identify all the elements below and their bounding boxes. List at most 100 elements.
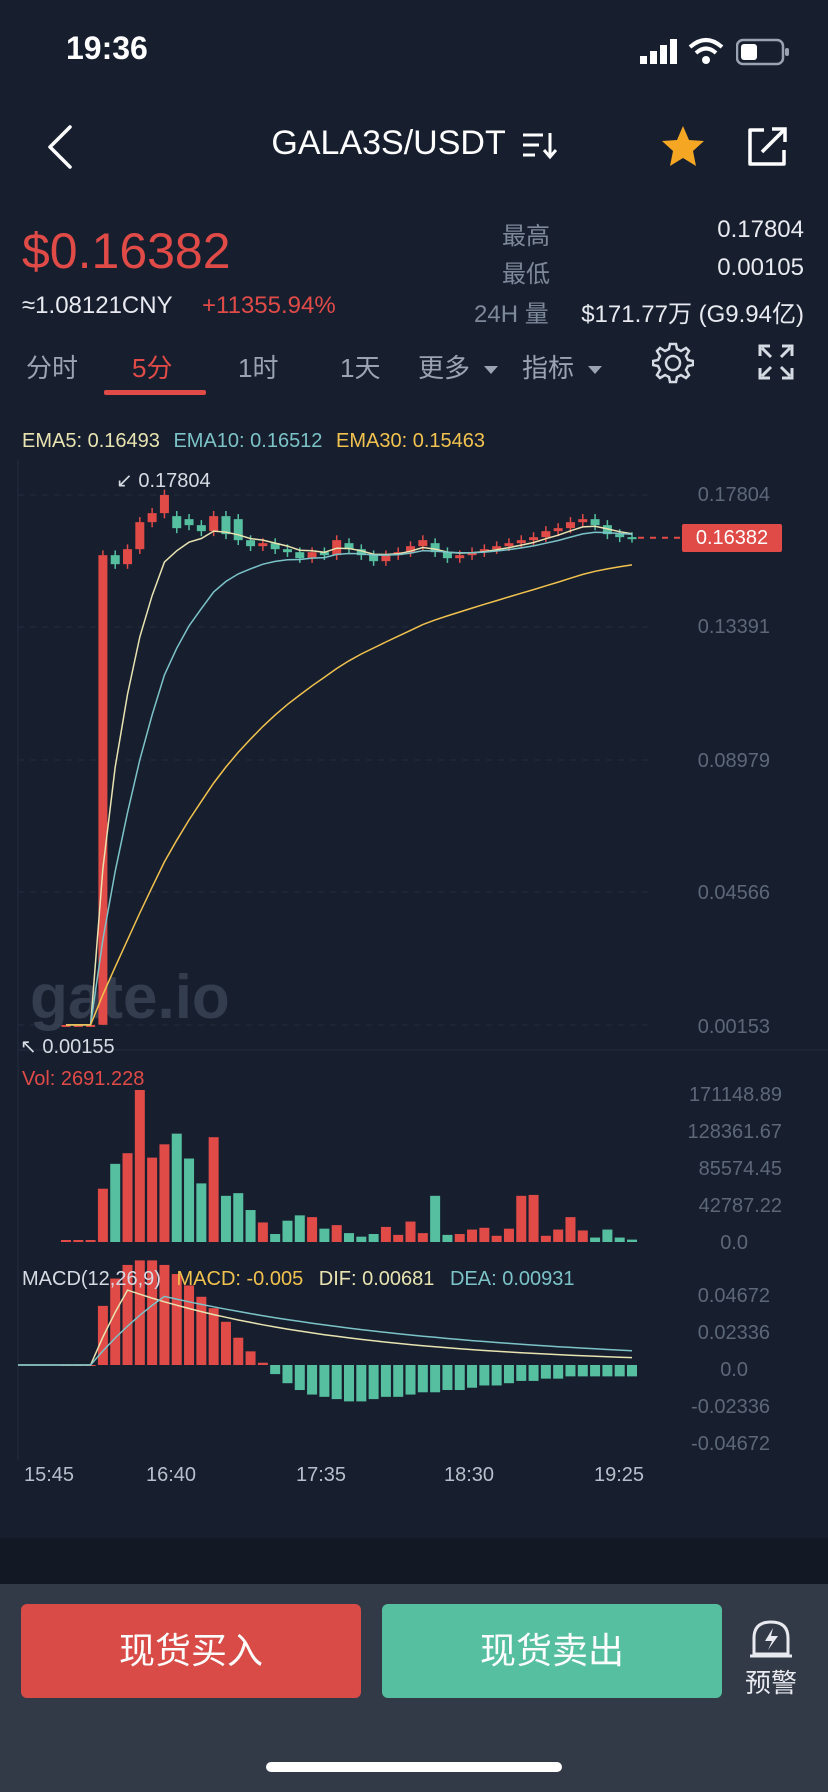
candle (184, 519, 194, 526)
arrow-down-left-icon: ↙ (116, 470, 133, 492)
macd-bar (516, 1365, 527, 1381)
volume-bar (184, 1158, 195, 1242)
volume-bar (319, 1228, 330, 1242)
tab-more[interactable]: 更多 (418, 348, 499, 385)
ema30-value: EMA30: 0.15463 (336, 430, 485, 452)
spot-buy-button[interactable]: 现货买入 (21, 1604, 361, 1698)
stat-high-value: 0.17804 (717, 216, 804, 243)
macd-bar (368, 1365, 379, 1400)
candle (319, 552, 329, 556)
low-marker-value: 0.00155 (42, 1036, 115, 1058)
y-tick-main: 0.13391 (697, 616, 770, 638)
fullscreen-button[interactable] (758, 344, 794, 385)
arrow-up-left-icon: ↖ (20, 1036, 37, 1058)
candle (418, 540, 428, 547)
macd-bar (442, 1365, 453, 1391)
tab-indicators-label: 指标 (522, 353, 575, 383)
volume-bar (245, 1210, 256, 1242)
sort-switch-icon (522, 133, 557, 160)
stat-low-label: 最低 (502, 261, 550, 288)
volume-bar (454, 1234, 465, 1242)
macd-bar (479, 1365, 490, 1386)
candle (246, 540, 256, 547)
volume-bar (479, 1227, 490, 1242)
volume-bar (331, 1225, 342, 1242)
share-button[interactable] (744, 124, 790, 173)
candle (147, 513, 157, 523)
ema30-line (66, 564, 633, 1026)
volume-bar (380, 1226, 391, 1242)
macd-bar (110, 1278, 121, 1365)
macd-bar (614, 1365, 625, 1377)
macd-bar (553, 1365, 564, 1379)
pair-label: GALA3S/USDT (271, 124, 506, 162)
candle (98, 555, 108, 1025)
chart-settings-button[interactable] (651, 342, 695, 389)
current-price-tag: 0.16382 (682, 524, 782, 552)
macd-bar (380, 1365, 391, 1397)
y-tick-volume: 128361.67 (687, 1121, 782, 1143)
ema5-line (66, 525, 633, 1026)
macd-bar (282, 1365, 293, 1384)
pair-title[interactable]: GALA3S/USDT (0, 124, 828, 163)
dif-line (18, 1289, 633, 1366)
candle (430, 543, 440, 553)
expand-icon (758, 344, 794, 380)
macd-bar (220, 1321, 231, 1365)
tab-time-share[interactable]: 分时 (26, 353, 79, 383)
x-tick: 16:40 (146, 1464, 197, 1486)
volume-bar (282, 1220, 293, 1242)
volume-bar (73, 1240, 84, 1242)
battery-icon (735, 38, 790, 71)
candle (282, 549, 292, 553)
y-tick-volume: 42787.22 (698, 1195, 782, 1217)
volume-bar (307, 1217, 318, 1242)
volume-bar (516, 1195, 527, 1242)
volume-bar (294, 1215, 305, 1242)
volume-bar (257, 1222, 268, 1242)
price-alert-button[interactable] (748, 1616, 794, 1665)
candle (73, 1024, 83, 1027)
share-icon (748, 127, 787, 166)
caret-down-icon (588, 366, 603, 375)
y-tick-macd: 0.0 (720, 1359, 748, 1381)
candle (467, 552, 477, 556)
active-tab-indicator (104, 390, 206, 395)
volume-bar (503, 1228, 514, 1242)
volume-bar (442, 1234, 453, 1242)
candle (196, 525, 206, 532)
tab-5min[interactable]: 5分 (132, 353, 173, 383)
spot-sell-button[interactable]: 现货卖出 (382, 1604, 722, 1698)
ema5-value: EMA5: 0.16493 (22, 430, 160, 452)
candle (381, 555, 391, 562)
tab-indicators[interactable]: 指标 (522, 348, 603, 385)
candle (369, 555, 379, 562)
candle (492, 546, 502, 550)
tab-1day[interactable]: 1天 (340, 353, 381, 383)
price-change-percent: +11355.94% (202, 292, 336, 319)
macd-bar (540, 1365, 551, 1379)
macd-bar (331, 1365, 342, 1400)
alarm-bell-icon (750, 1620, 792, 1658)
candle (209, 516, 219, 532)
volume-bar (430, 1195, 441, 1242)
high-marker-value: 0.17804 (138, 470, 211, 492)
volume-bar (159, 1144, 170, 1242)
volume-bar (368, 1234, 379, 1242)
dea-line (18, 1295, 633, 1366)
volume-bar (85, 1240, 96, 1242)
favorite-button[interactable] (660, 124, 706, 173)
tab-1hour[interactable]: 1时 (238, 353, 279, 383)
macd-bar (208, 1308, 219, 1365)
macd-bar (503, 1365, 514, 1384)
macd-bar (417, 1365, 428, 1393)
back-button[interactable] (44, 124, 74, 175)
star-icon (662, 126, 704, 166)
macd-bar (393, 1365, 404, 1397)
volume-bar (565, 1217, 576, 1242)
volume-bar (577, 1230, 588, 1242)
divider (0, 1538, 828, 1584)
ema-legend: EMA5: 0.16493 EMA10: 0.16512 EMA30: 0.15… (22, 430, 485, 453)
status-time: 19:36 (66, 30, 148, 66)
kline-chart[interactable]: gate.io (0, 460, 828, 1460)
